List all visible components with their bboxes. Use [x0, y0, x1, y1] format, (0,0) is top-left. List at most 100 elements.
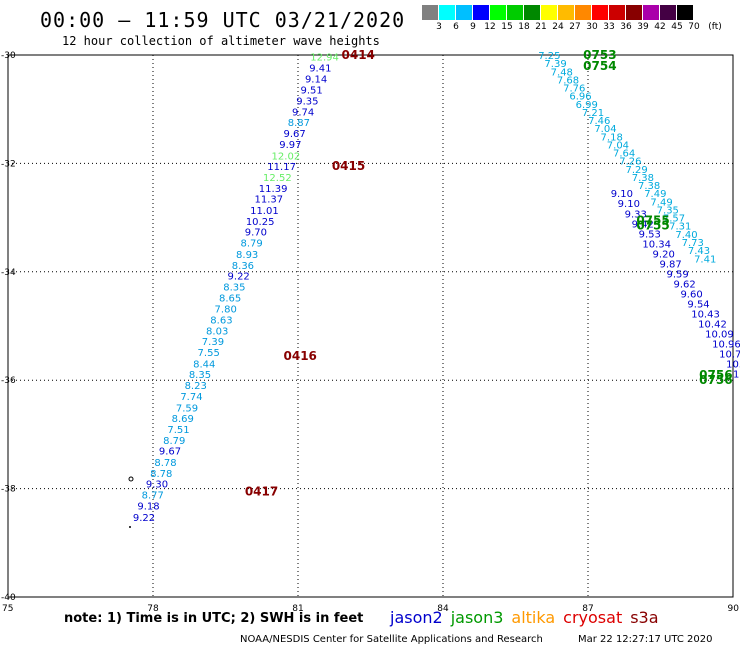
color-swatch-6	[524, 5, 541, 20]
color-scale-labels: 3 6 9 12 15 18 21 24 27 30 33 36 39 42 45 70 (ft)	[422, 22, 740, 34]
wave-height-label: 8.03	[206, 326, 228, 337]
wave-height-label: 9.35	[296, 97, 318, 108]
color-scale-label: 27	[569, 22, 581, 32]
wave-height-label: 7.51	[167, 425, 189, 436]
wave-height-label: 7.49	[650, 197, 672, 208]
wave-height-label: 9.74	[292, 107, 314, 118]
wave-height-label: 7.18	[601, 132, 623, 143]
wave-height-label: 9.97	[279, 140, 301, 151]
island-marker	[128, 476, 134, 482]
pass-time-label: 0415	[332, 159, 365, 173]
pass-time-label: 0417	[245, 484, 278, 498]
wave-height-label: 7.68	[557, 75, 579, 86]
color-scale-label: 21	[535, 22, 547, 32]
footer-note: note: 1) Time is in UTC; 2) SWH is in fe…	[64, 611, 364, 626]
wave-height-label: 10.42	[698, 320, 727, 331]
wave-height-label: 8.35	[223, 282, 245, 293]
wave-height-label: 11.39	[259, 184, 288, 195]
color-scale-label: 24	[552, 22, 564, 32]
color-scale-bar	[422, 5, 694, 20]
wave-height-label: 8.35	[189, 370, 211, 381]
color-swatch-3	[473, 5, 490, 20]
legend-item-s3a: s3a	[630, 608, 659, 627]
legend-item-cryosat: cryosat	[563, 608, 623, 627]
wave-height-label: 7.46	[588, 116, 610, 127]
wave-height-label: 7.55	[198, 348, 220, 359]
color-scale-label: 70	[688, 22, 700, 32]
wave-height-label: 7.76	[563, 84, 585, 95]
pass-time-label: 0755	[636, 213, 669, 227]
color-swatch-1	[439, 5, 456, 20]
wave-height-label: 8.77	[142, 491, 164, 502]
wave-height-label: 9.87	[660, 259, 682, 270]
wave-height-label: 9.59	[666, 269, 688, 280]
wave-height-label: 12.52	[263, 173, 292, 184]
y-tick-label: -36	[1, 376, 16, 386]
wave-height-label: 11.17	[267, 162, 296, 173]
wave-height-label: 7.41	[694, 254, 716, 265]
color-swatch-10	[592, 5, 609, 20]
wave-height-label: 12.02	[272, 151, 301, 162]
wave-height-label: 9.51	[300, 86, 322, 97]
legend-item-jason3: jason3	[450, 608, 504, 627]
wave-height-label: 9.30	[146, 480, 168, 491]
wave-height-label: 7.40	[675, 230, 697, 241]
color-scale-label: 3	[436, 22, 442, 32]
y-tick-label: -32	[1, 159, 16, 169]
color-swatch-7	[541, 5, 558, 20]
y-tick-label: -40	[1, 593, 16, 603]
color-scale-label: 6	[453, 22, 459, 32]
color-swatch-0	[422, 5, 439, 20]
color-scale-label: 45	[671, 22, 683, 32]
wave-height-label: 6.96	[569, 92, 591, 103]
wave-height-label: 7.43	[688, 246, 710, 257]
color-swatch-15	[677, 5, 694, 20]
wave-height-label: 10.09	[705, 330, 734, 341]
color-swatch-12	[626, 5, 643, 20]
wave-height-label: 8.23	[185, 381, 207, 392]
color-scale-label: (ft)	[708, 22, 722, 32]
color-scale-label: 12	[484, 22, 496, 32]
pass-time-label: 0756	[699, 373, 732, 387]
wave-height-label: 7.38	[632, 173, 654, 184]
pass-time-label: 0414	[342, 48, 375, 62]
color-swatch-2	[456, 5, 473, 20]
wave-height-label: 9.20	[653, 249, 675, 260]
wave-height-label: 7.38	[638, 181, 660, 192]
chart-title: 00:00 – 11:59 UTC 03/21/2020	[40, 8, 406, 32]
y-tick-label: -30	[1, 51, 16, 61]
color-scale-label: 42	[654, 22, 666, 32]
color-scale-label: 39	[637, 22, 649, 32]
wave-height-label: 8.44	[193, 359, 215, 370]
wave-height-label: 7.21	[582, 108, 604, 119]
wave-height-label: 7.39	[544, 59, 566, 70]
island-marker	[129, 526, 131, 528]
wave-height-label: 10.34	[642, 239, 671, 250]
wave-height-label: 9.67	[283, 129, 305, 140]
x-tick-label: 90	[728, 604, 740, 614]
wave-height-label: 7.26	[619, 157, 641, 168]
wave-height-label: 7.04	[594, 124, 616, 135]
y-tick-label: -38	[1, 485, 16, 495]
wave-height-label: 12.94	[310, 53, 339, 64]
satellite-legend: jason2 jason3 altika cryosat s3a	[390, 608, 667, 627]
wave-height-label: 7.80	[215, 305, 237, 316]
wave-height-label: 9.54	[687, 300, 709, 311]
wave-height-label: 9.14	[305, 74, 327, 85]
pass-time-label: 0416	[284, 349, 317, 363]
wave-height-label: 7.57	[663, 214, 685, 225]
wave-height-label: 9.10	[618, 199, 640, 210]
wave-height-label: 10.88	[726, 360, 740, 371]
wave-height-label: 7.59	[176, 403, 198, 414]
wave-height-label: 8.79	[241, 239, 263, 250]
pass-time-label: 0753	[583, 48, 616, 62]
pass-time-label: 0754	[583, 59, 616, 73]
map-frame	[7, 54, 734, 598]
wave-height-label: 10.25	[246, 217, 275, 228]
credit-line: NOAA/NESDIS Center for Satellite Applica…	[240, 634, 543, 645]
wave-height-label: 7.35	[657, 205, 679, 216]
wave-height-label: 9.67	[159, 447, 181, 458]
pass-time-label: 0756	[699, 368, 732, 382]
wave-height-label: 7.25	[538, 51, 560, 62]
